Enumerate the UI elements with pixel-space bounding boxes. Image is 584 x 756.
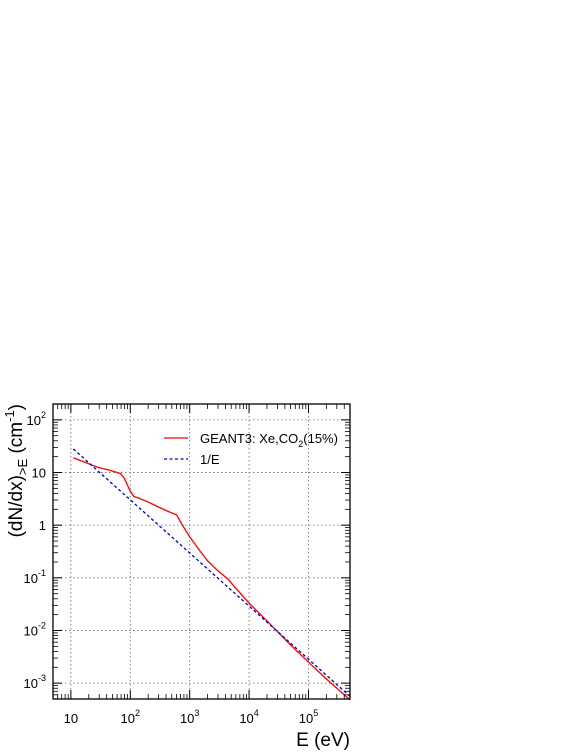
legend-label-inverse-e: 1/E: [200, 452, 220, 467]
legend-label-geant3-main: GEANT3: Xe,CO: [200, 431, 298, 446]
x-axis-title: E (eV): [296, 730, 350, 751]
y-tick-label-base: 10: [24, 623, 38, 638]
y-tick-label-exp: -3: [38, 673, 46, 683]
y-tick-label-base: 10: [24, 571, 38, 586]
y-tick-label: 10-1: [24, 568, 46, 586]
legend-label-geant3: GEANT3: Xe,CO2(15%): [200, 431, 338, 449]
grid-layer: [53, 404, 350, 699]
y-tick-label: 1: [39, 518, 46, 533]
x-tick-label-exp: 3: [194, 708, 199, 718]
x-tick-label: 102: [121, 708, 140, 726]
x-tick-label-base: 10: [64, 711, 78, 726]
ticks-layer: [53, 404, 350, 699]
y-tick-label: 10-2: [24, 620, 46, 638]
plot-frame: [52, 403, 351, 700]
series-line-inverse-e: [72, 448, 351, 697]
x-tick-label: 104: [239, 708, 258, 726]
y-axis-title-subscript: >E: [15, 459, 30, 476]
x-tick-label-base: 10: [239, 711, 253, 726]
x-tick-label: 10: [64, 711, 78, 726]
x-tick-label-base: 10: [180, 711, 194, 726]
y-axis-title-unit-exp: -1: [2, 410, 17, 422]
y-tick-label: 102: [27, 410, 46, 428]
y-tick-label-exp: -2: [38, 620, 46, 630]
y-axis-title: (dN/dx)>E (cm-1): [2, 404, 30, 537]
legend: GEANT3: Xe,CO2(15%) 1/E: [164, 431, 338, 467]
x-tick-label-exp: 5: [313, 708, 318, 718]
y-tick-label-base: 10: [32, 466, 46, 481]
x-tick-label: 105: [299, 708, 318, 726]
x-tick-label-base: 10: [299, 711, 313, 726]
x-tick-label: 103: [180, 708, 199, 726]
series-line-geant3: [73, 457, 351, 701]
y-tick-label-base: 10: [27, 413, 41, 428]
y-tick-label: 10-3: [24, 673, 46, 691]
y-tick-label-base: 1: [39, 518, 46, 533]
y-axis-title-unit: (cm: [6, 422, 27, 459]
y-axis-title-unit-close: ): [6, 404, 27, 410]
y-tick-label-exp: 2: [41, 410, 46, 420]
y-axis-title-main: (dN/dx): [6, 475, 27, 537]
legend-label-geant3-sub: 2: [298, 439, 303, 449]
y-tick-label-base: 10: [24, 676, 38, 691]
x-tick-label-exp: 2: [135, 708, 140, 718]
x-tick-label-exp: 4: [254, 708, 259, 718]
y-tick-label: 10: [32, 466, 46, 481]
y-tick-label-exp: -1: [38, 568, 46, 578]
legend-label-geant3-suffix: (15%): [303, 431, 338, 446]
x-tick-label-base: 10: [121, 711, 135, 726]
series-layer: [72, 448, 351, 701]
legend-label-inverse-e-main: 1/E: [200, 452, 220, 467]
